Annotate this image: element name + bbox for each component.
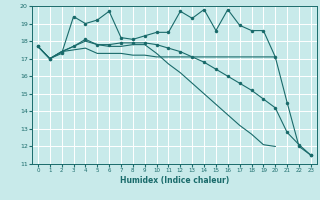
X-axis label: Humidex (Indice chaleur): Humidex (Indice chaleur): [120, 176, 229, 185]
